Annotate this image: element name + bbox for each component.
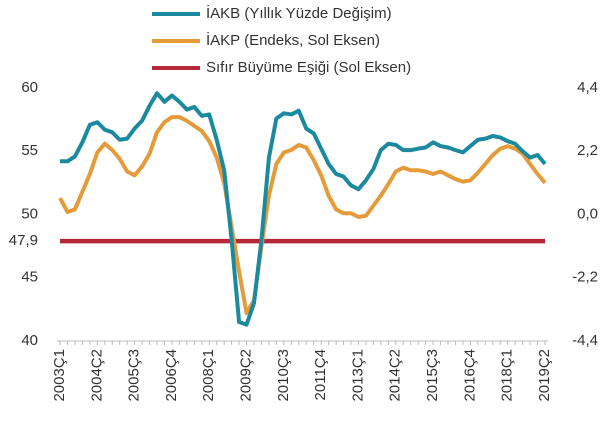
y2-tick-label: 2,2: [577, 142, 598, 159]
y-tick-label: 40: [21, 332, 38, 349]
x-tick-label: 2018Ç1: [499, 349, 516, 402]
x-tick-label: 2016Ç4: [461, 349, 478, 402]
series-line: [58, 115, 547, 316]
y2-tick-label: 0,0: [577, 205, 598, 222]
x-tick-label: 2005Ç3: [126, 349, 143, 402]
x-tick-label: 2003Ç1: [51, 349, 68, 402]
legend-label: İAKP (Endeks, Sol Eksen): [206, 31, 380, 49]
x-tick-label: 2014Ç2: [387, 349, 404, 402]
y-tick-label: 55: [21, 142, 38, 159]
x-tick-label: 2019Ç2: [536, 349, 553, 402]
y-tick-label: 45: [21, 269, 38, 286]
y2-tick-label: 4,4: [577, 79, 598, 96]
y-tick-label: 47,9: [9, 232, 38, 249]
y-tick-label: 60: [21, 79, 38, 96]
y2-tick-label: -4,4: [572, 332, 598, 349]
x-tick-label: 2010Ç3: [275, 349, 292, 402]
x-tick-label: 2008Ç1: [200, 349, 217, 402]
legend-label: İAKB (Yıllık Yüzde Değişim): [206, 4, 392, 22]
y2-tick-label: -2,2: [572, 269, 598, 286]
x-tick-label: 2013Ç1: [349, 349, 366, 402]
x-tick-label: 2006Ç4: [163, 349, 180, 402]
x-tick-label: 2004Ç2: [88, 349, 105, 402]
x-tick-label: 2009Ç2: [238, 349, 255, 402]
x-tick-label: 2015Ç3: [424, 349, 441, 402]
x-tick-label: 2011Ç4: [312, 349, 329, 400]
legend-label: Sıfır Büyüme Eşiği (Sol Eksen): [206, 59, 411, 76]
y-tick-label: 50: [21, 205, 38, 222]
series-line: [60, 91, 547, 327]
